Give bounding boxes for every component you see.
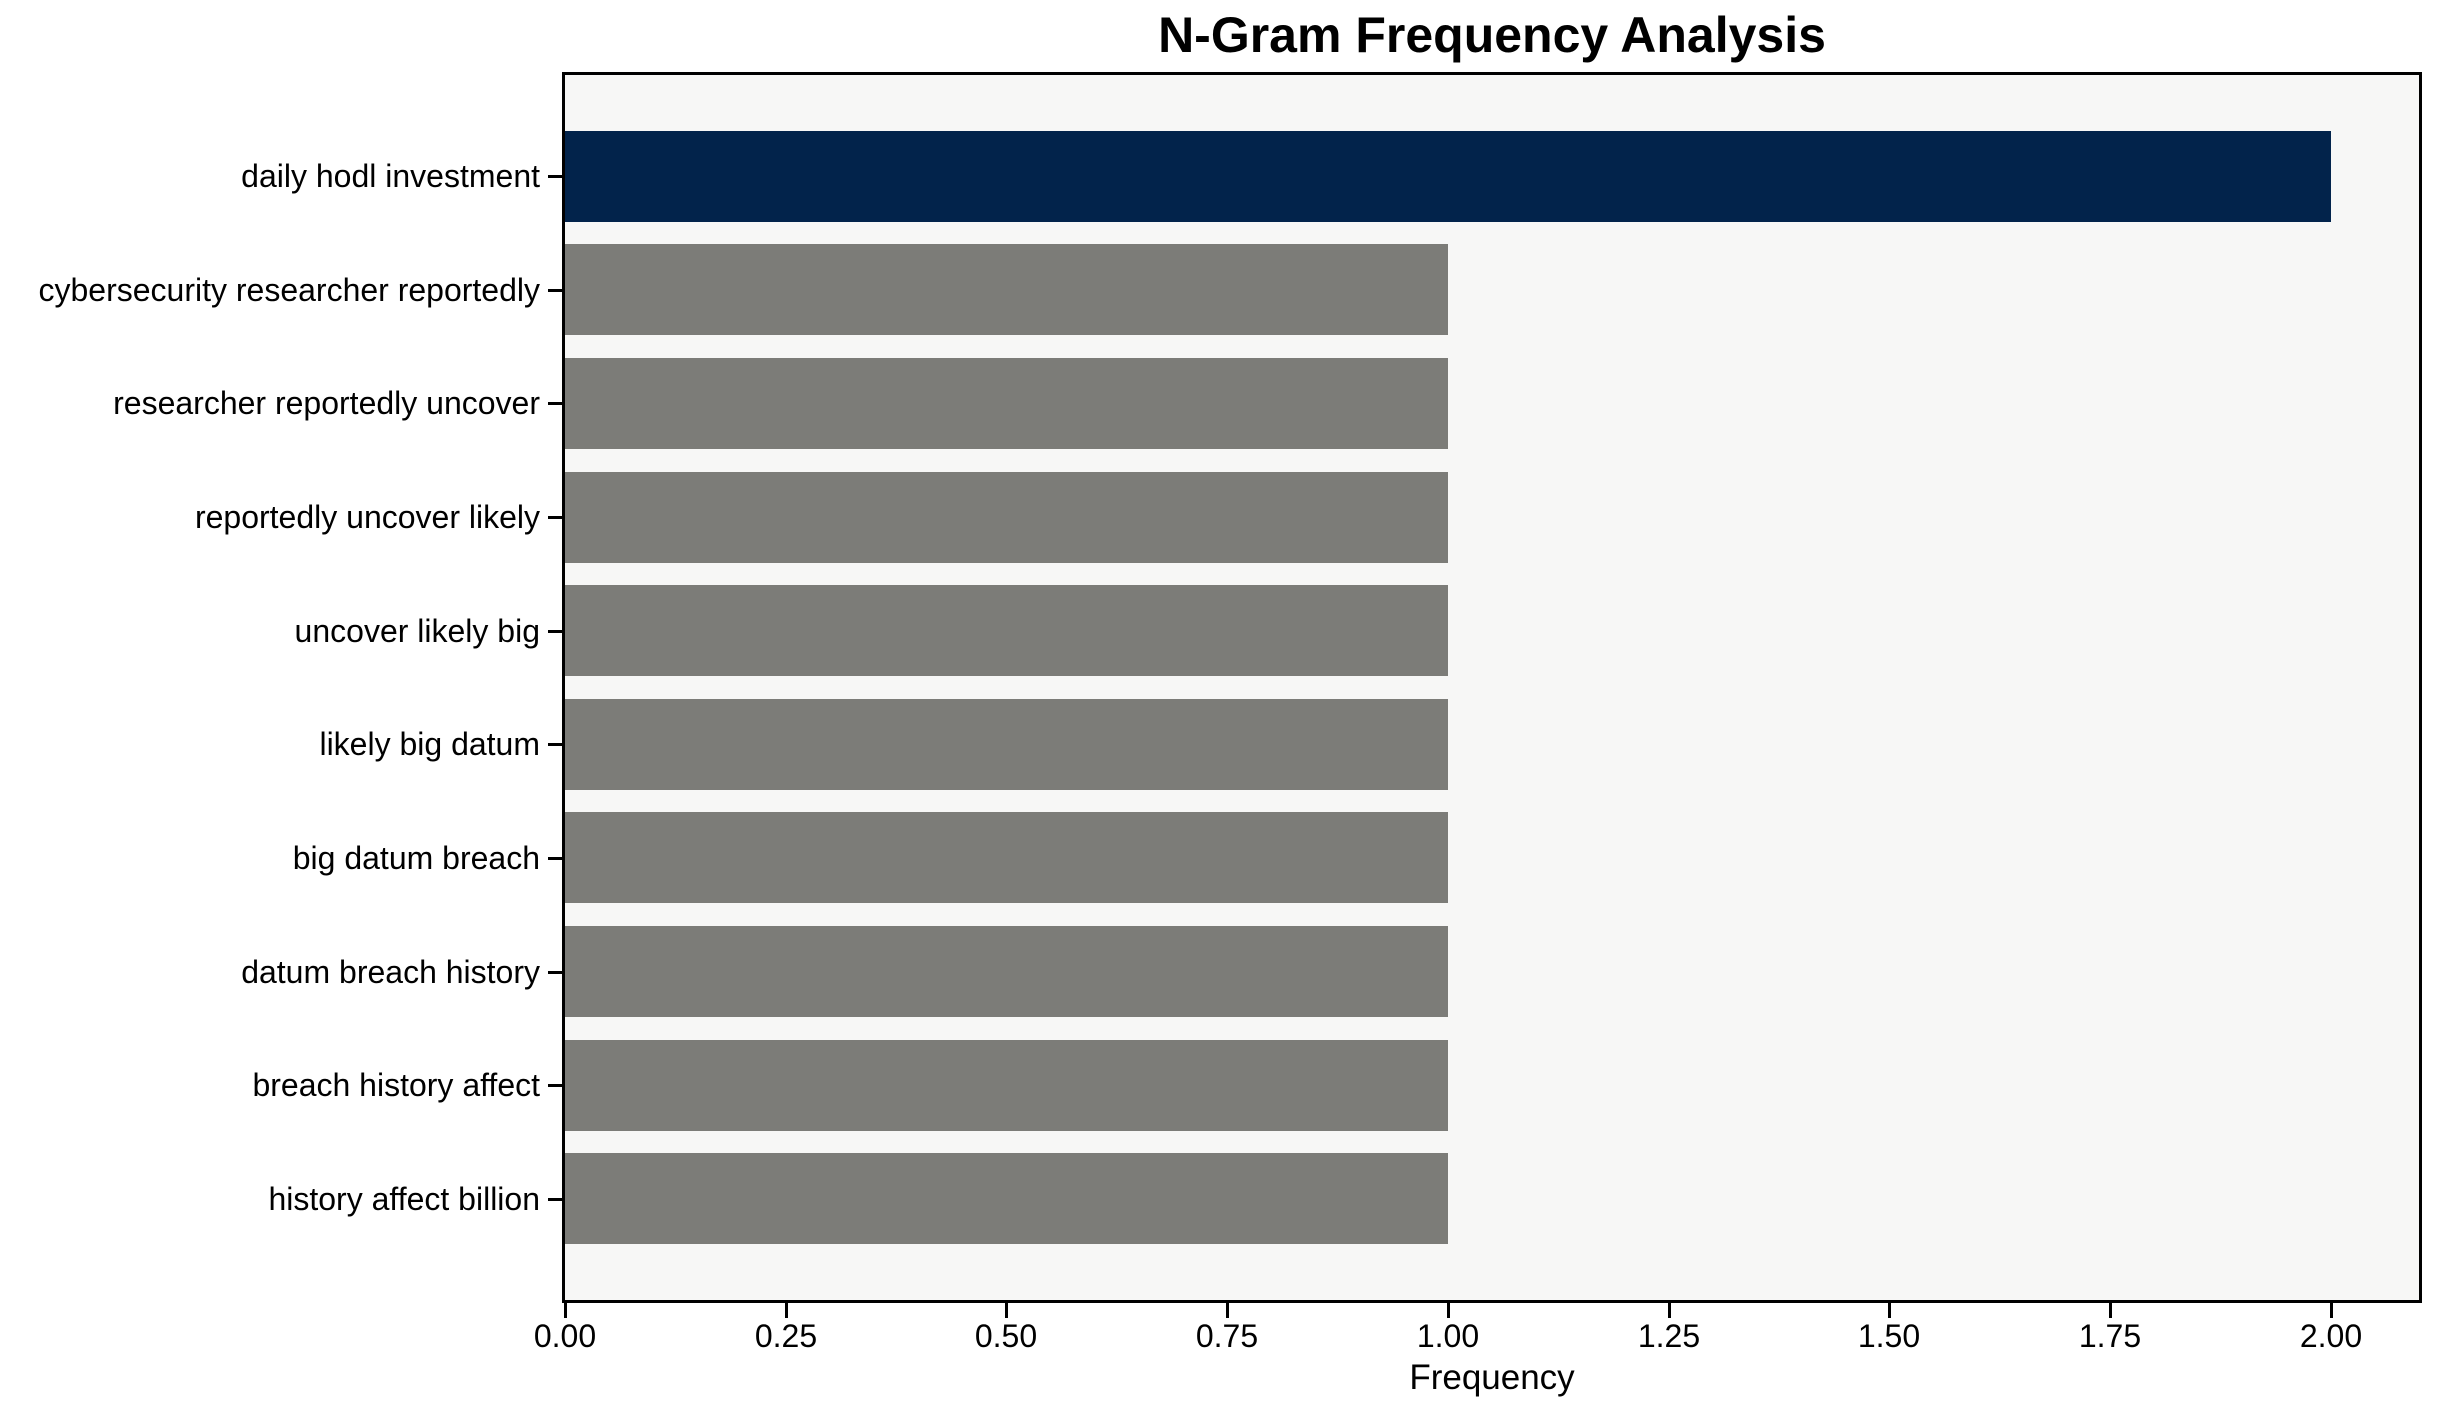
- chart-title: N-Gram Frequency Analysis: [1158, 7, 1826, 63]
- bar-9: [565, 1153, 1448, 1244]
- x-tick-mark: [1005, 1303, 1008, 1318]
- x-tick-mark: [1226, 1303, 1229, 1318]
- x-tick-label: 0.25: [754, 1318, 818, 1354]
- y-tick-label: datum breach history: [241, 954, 540, 990]
- y-tick-label: breach history affect: [252, 1067, 540, 1103]
- x-tick-label: 1.00: [1416, 1318, 1480, 1354]
- bar-2: [565, 358, 1448, 449]
- x-tick-label: 1.25: [1637, 1318, 1701, 1354]
- bar-7: [565, 926, 1448, 1017]
- bar-1: [565, 244, 1448, 335]
- bar-8: [565, 1040, 1448, 1131]
- bar-0: [565, 131, 2331, 222]
- y-tick-mark: [548, 516, 562, 519]
- y-tick-label: uncover likely big: [294, 613, 540, 649]
- x-tick-label: 1.50: [1857, 1318, 1921, 1354]
- y-tick-label: researcher reportedly uncover: [113, 385, 540, 421]
- plot-area: [562, 72, 2422, 1303]
- x-tick-label: 0.50: [974, 1318, 1038, 1354]
- y-tick-mark: [548, 1084, 562, 1087]
- x-tick-mark: [2109, 1303, 2112, 1318]
- bar-3: [565, 472, 1448, 563]
- y-tick-label: reportedly uncover likely: [194, 499, 540, 535]
- y-tick-label: big datum breach: [292, 840, 540, 876]
- y-tick-label: daily hodl investment: [241, 158, 540, 194]
- y-tick-mark: [548, 971, 562, 974]
- x-tick-label: 0.00: [533, 1318, 597, 1354]
- x-tick-mark: [785, 1303, 788, 1318]
- y-tick-label: cybersecurity researcher reportedly: [38, 272, 540, 308]
- y-tick-mark: [548, 175, 562, 178]
- x-tick-label: 1.75: [2078, 1318, 2142, 1354]
- x-tick-mark: [1888, 1303, 1891, 1318]
- x-tick-label: 2.00: [2299, 1318, 2363, 1354]
- y-tick-mark: [548, 402, 562, 405]
- bar-6: [565, 812, 1448, 903]
- y-tick-label: likely big datum: [319, 726, 540, 762]
- x-tick-label: 0.75: [1195, 1318, 1259, 1354]
- x-tick-mark: [1447, 1303, 1450, 1318]
- y-tick-mark: [548, 1198, 562, 1201]
- y-tick-mark: [548, 289, 562, 292]
- y-tick-label: history affect billion: [268, 1181, 540, 1217]
- y-tick-mark: [548, 630, 562, 633]
- y-tick-mark: [548, 857, 562, 860]
- x-axis-title: Frequency: [1409, 1358, 1575, 1397]
- y-tick-mark: [548, 743, 562, 746]
- x-tick-mark: [564, 1303, 567, 1318]
- x-tick-mark: [1668, 1303, 1671, 1318]
- bar-5: [565, 699, 1448, 790]
- bar-4: [565, 585, 1448, 676]
- x-tick-mark: [2330, 1303, 2333, 1318]
